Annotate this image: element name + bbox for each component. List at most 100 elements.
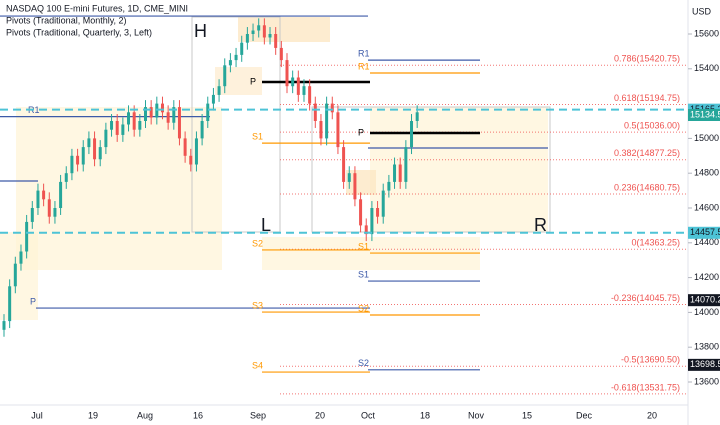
bar-body (359, 199, 363, 226)
bar-body (138, 121, 142, 130)
y-tick-label: 13600 (694, 376, 719, 386)
fib-label: -0.618(13531.75) (611, 382, 680, 392)
bar-body (404, 147, 408, 182)
bar-body (347, 173, 351, 182)
bar-body (268, 34, 272, 38)
plot: 0.786(15420.75) 0.618(15194.75) 0.5(15036.… (0, 15, 688, 395)
fib-label: -0.236(14045.75) (611, 293, 680, 303)
zone (346, 170, 376, 195)
bar-body (296, 77, 300, 95)
y-tick-label: 15400 (694, 63, 719, 73)
pivot-label: S4 (252, 360, 263, 370)
bar-body (211, 94, 215, 104)
bar-body (87, 138, 91, 148)
x-tick-label: Sep (250, 410, 266, 420)
x-tick-label: 18 (420, 410, 430, 420)
bar-body (70, 155, 74, 174)
pattern-label: H (194, 21, 207, 41)
bar-body (308, 86, 312, 104)
bar-body (410, 121, 414, 148)
zone (215, 67, 262, 95)
fib-label: -0.5(13690.50) (621, 355, 680, 365)
bar-body (42, 190, 46, 200)
bar-body (121, 124, 125, 135)
bar-body (47, 199, 51, 217)
bar-body (336, 112, 340, 148)
x-tick-label: 20 (647, 410, 657, 420)
bar-body (177, 107, 181, 139)
bar-body (240, 42, 244, 55)
pattern-label: L (261, 215, 271, 235)
x-tick-label: Jul (31, 410, 43, 420)
bar-body (172, 107, 176, 123)
bar-body (364, 225, 368, 235)
bar-body (30, 208, 34, 222)
bar-body (381, 190, 385, 217)
bar-body (398, 164, 402, 182)
bar-body (200, 121, 204, 139)
pivot-label: S1 (358, 241, 369, 251)
y-tick-label: 13800 (694, 342, 719, 352)
bar-body (234, 54, 238, 61)
pivot-label: P (250, 76, 256, 86)
bar-body (104, 129, 108, 148)
pivot-label: S2 (252, 238, 263, 248)
x-tick-label: Aug (137, 410, 153, 420)
bar-body (285, 60, 289, 87)
price-badge (688, 108, 720, 121)
fib-label: 0(14363.25) (631, 238, 680, 248)
bar-body (64, 173, 68, 182)
bar-body (144, 107, 147, 121)
bar-body (53, 208, 57, 217)
fib-label: 0.786(15420.75) (614, 54, 680, 64)
fib-label: 0.382(14877.25) (614, 148, 680, 158)
zone (16, 107, 222, 270)
pivot-label: R1 (358, 61, 370, 71)
price-badge-label: 15134.50 (690, 109, 720, 119)
pivot-label: S2 (358, 303, 369, 313)
y-tick-label: 14000 (694, 307, 719, 317)
bar-body (217, 86, 221, 95)
bar-body (330, 103, 334, 113)
y-tick-label: 14200 (694, 272, 719, 282)
x-tick-label: Dec (576, 410, 593, 420)
bar-body (257, 25, 261, 31)
pivot-label: S1 (358, 269, 369, 279)
bar-body (291, 77, 295, 87)
pattern-label: R (534, 215, 547, 235)
pivot-label: P (358, 127, 364, 137)
fib-label: 0.5(15036.00) (624, 121, 680, 131)
bar-body (19, 251, 23, 264)
zone (0, 232, 38, 320)
bar-body (194, 138, 198, 165)
zone (370, 107, 548, 232)
indicator-label: Pivots (Traditional, Monthly, 2) (6, 15, 127, 25)
x-tick-label: Oct (361, 410, 376, 420)
price-badge (688, 294, 720, 307)
bar-body (302, 86, 306, 95)
bar-body (189, 155, 193, 165)
pivot-label: S1 (252, 131, 263, 141)
bar-body (376, 208, 380, 217)
zone (238, 17, 330, 42)
bar-body (149, 107, 153, 118)
symbol-title: NASDAQ 100 E-mini Futures, 1D, CME_MINI (6, 3, 188, 13)
bar-body (76, 155, 80, 165)
y-tick-label: 15000 (694, 133, 719, 143)
bar-body (342, 147, 346, 182)
bar-body (387, 181, 391, 191)
bar-body (166, 112, 170, 123)
y-tick-label: 14600 (694, 202, 719, 212)
price-badge (688, 226, 720, 239)
bar-body (393, 164, 397, 182)
bar-body (245, 34, 249, 43)
price-badge-label: 14070.25 (690, 295, 720, 305)
pivot-label: S3 (252, 300, 263, 310)
bar-body (274, 34, 278, 48)
bar-body (319, 121, 323, 139)
x-tick-label: Nov (468, 410, 485, 420)
y-tick-label: 14800 (694, 168, 719, 178)
bar-body (325, 103, 329, 139)
bar-body (353, 173, 357, 200)
bar-body (279, 47, 283, 61)
